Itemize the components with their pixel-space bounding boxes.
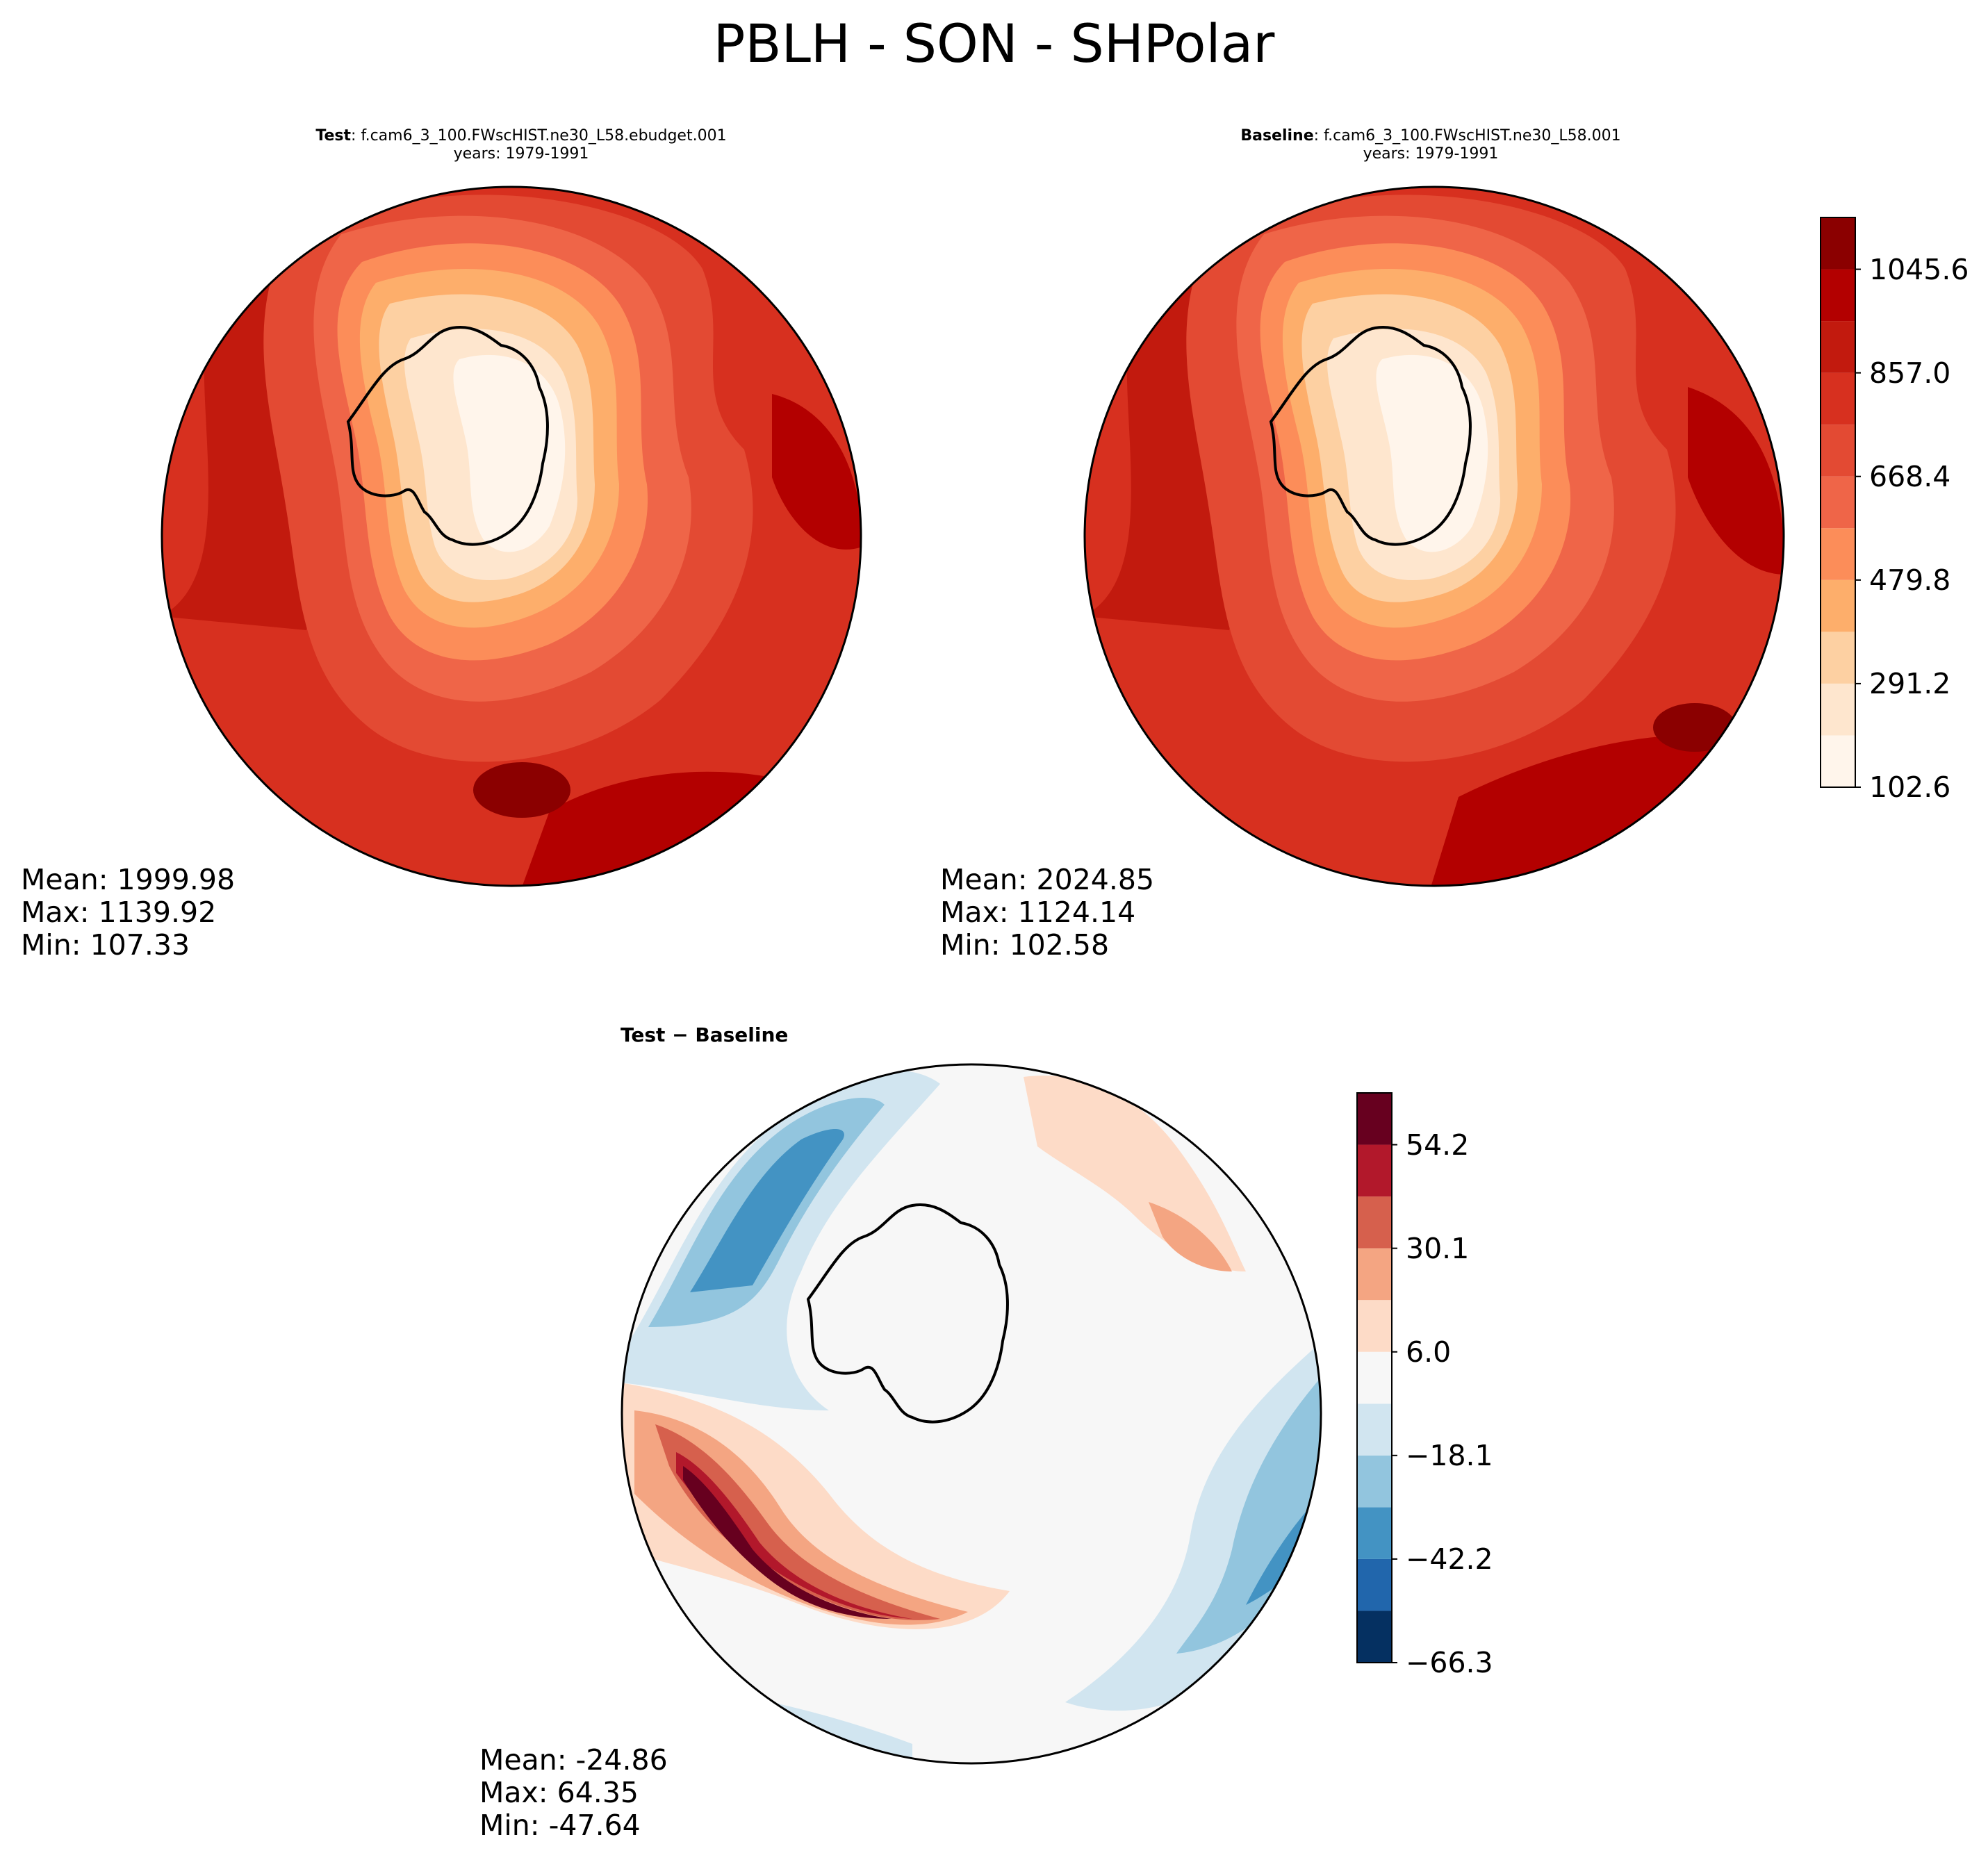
diff-field-pos-light-ne [1024, 1076, 1246, 1271]
diff-field-neg-strong-nw [690, 1129, 844, 1292]
baseline-max: Max: 1124.14 [940, 896, 1136, 929]
test-map-boundary [161, 186, 862, 887]
colorbar-difference-swatch-10 [1357, 1093, 1392, 1145]
test-map [161, 186, 862, 887]
test-stats: Mean: 1999.98 Max: 1139.92 Min: 107.33 [21, 864, 235, 962]
diff-stats: Mean: -24.86 Max: 64.35 Min: -47.64 [479, 1744, 668, 1842]
colorbar-absolute-swatch-6 [1821, 425, 1855, 477]
colorbar-difference-tick-label-0: −66.3 [1406, 1646, 1493, 1679]
baseline-min: Min: 102.58 [940, 928, 1110, 962]
diff-field-pos-strong-w [655, 1424, 940, 1620]
colorbar-difference-tick-label-5: 54.2 [1406, 1128, 1470, 1162]
baseline-stats: Mean: 2024.85 Max: 1124.14 Min: 102.58 [940, 864, 1154, 962]
figure-title: PBLH - SON - SHPolar [713, 13, 1275, 74]
colorbar-absolute-tick-label-5: 1045.6 [1869, 252, 1969, 286]
colorbar-absolute-swatch-2 [1821, 632, 1855, 684]
colorbar-absolute-swatch-5 [1821, 476, 1855, 529]
test-field-band-11 [473, 762, 570, 818]
colorbar-absolute-tick-label-0: 102.6 [1869, 771, 1951, 804]
diff-min: Min: -47.64 [479, 1809, 641, 1842]
colorbar-difference-swatch-3 [1357, 1455, 1392, 1508]
baseline-mean: Mean: 2024.85 [940, 863, 1155, 896]
test-field-band-9c [772, 394, 861, 550]
diff-antarctica-coastline [806, 1203, 1009, 1424]
colorbar-difference-swatch-6 [1357, 1300, 1392, 1352]
colorbar-difference-swatch-8 [1357, 1196, 1392, 1249]
baseline-field-band-11 [1653, 703, 1736, 752]
baseline-field-band-9c [1688, 387, 1784, 575]
colorbar-absolute-swatch-4 [1821, 528, 1855, 580]
colorbar-absolute-tick-label-1: 291.2 [1869, 666, 1951, 700]
colorbar-difference-tick-label-4: 30.1 [1406, 1231, 1470, 1265]
test-max: Max: 1139.92 [21, 896, 217, 929]
colorbar-absolute-tick-label-2: 479.8 [1869, 563, 1951, 597]
colorbar-absolute-swatch-8 [1821, 321, 1855, 373]
baseline-antarctica-coastline [1269, 326, 1472, 546]
colorbar-difference-tick-label-3: 6.0 [1406, 1335, 1452, 1369]
test-field-band-2 [453, 354, 566, 552]
colorbar-difference-swatch-5 [1357, 1351, 1392, 1404]
test-years: years: 1979-1991 [453, 145, 589, 163]
colorbar-absolute-swatch-0 [1821, 735, 1855, 787]
baseline-label: Baseline [1240, 127, 1314, 145]
colorbar-difference-swatch-0 [1357, 1611, 1392, 1663]
diff-max: Max: 64.35 [479, 1776, 639, 1809]
colorbar-absolute-swatch-10 [1821, 217, 1855, 270]
colorbar-difference [1356, 1092, 1397, 1663]
diff-field-pos-max-w [683, 1466, 892, 1619]
colorbar-difference-swatch-2 [1357, 1507, 1392, 1559]
colorbar-difference-swatch-9 [1357, 1144, 1392, 1197]
colorbar-difference-swatch-4 [1357, 1403, 1392, 1456]
baseline-field-band-2 [1376, 354, 1488, 552]
colorbar-absolute-swatch-3 [1821, 579, 1855, 632]
diff-field-neg-strong-s [704, 1730, 836, 1763]
baseline-years: years: 1979-1991 [1363, 145, 1499, 163]
colorbar-absolute-swatch-7 [1821, 372, 1855, 425]
colorbar-difference-swatch-1 [1357, 1558, 1392, 1611]
baseline-case-name: : f.cam6_3_100.FWscHIST.ne30_L58.001 [1313, 127, 1621, 145]
diff-map [621, 1063, 1322, 1765]
diff-field-pos-vstrong-w [676, 1452, 912, 1619]
colorbar-difference-tick-label-2: −18.1 [1406, 1438, 1493, 1472]
colorbar-difference-frame [1356, 1092, 1393, 1663]
colorbar-absolute-swatch-1 [1821, 683, 1855, 736]
test-label: Test [315, 127, 352, 145]
colorbar-absolute [1820, 217, 1861, 788]
diff-panel-title: Test − Baseline [621, 1023, 789, 1046]
test-case-name: : f.cam6_3_100.FWscHIST.ne30_L58.ebudget… [351, 127, 727, 145]
test-mean: Mean: 1999.98 [21, 863, 236, 896]
colorbar-difference-tick-label-1: −42.2 [1406, 1542, 1493, 1576]
diff-map-boundary [621, 1063, 1322, 1765]
colorbar-difference-swatch-7 [1357, 1248, 1392, 1301]
baseline-panel-title: Baseline: f.cam6_3_100.FWscHIST.ne30_L58… [1083, 127, 1778, 163]
test-antarctica-coastline [346, 326, 549, 546]
colorbar-absolute-frame [1820, 217, 1856, 788]
baseline-map [1083, 186, 1785, 887]
colorbar-absolute-swatch-9 [1821, 269, 1855, 322]
baseline-map-boundary [1083, 186, 1785, 887]
diff-mean: Mean: -24.86 [479, 1743, 668, 1777]
diff-field-pos-mid-ne [1149, 1202, 1232, 1271]
test-min: Min: 107.33 [21, 928, 190, 962]
colorbar-absolute-tick-label-4: 857.0 [1869, 356, 1951, 390]
test-panel-title: Test: f.cam6_3_100.FWscHIST.ne30_L58.ebu… [174, 127, 869, 163]
colorbar-absolute-tick-label-3: 668.4 [1869, 459, 1951, 493]
